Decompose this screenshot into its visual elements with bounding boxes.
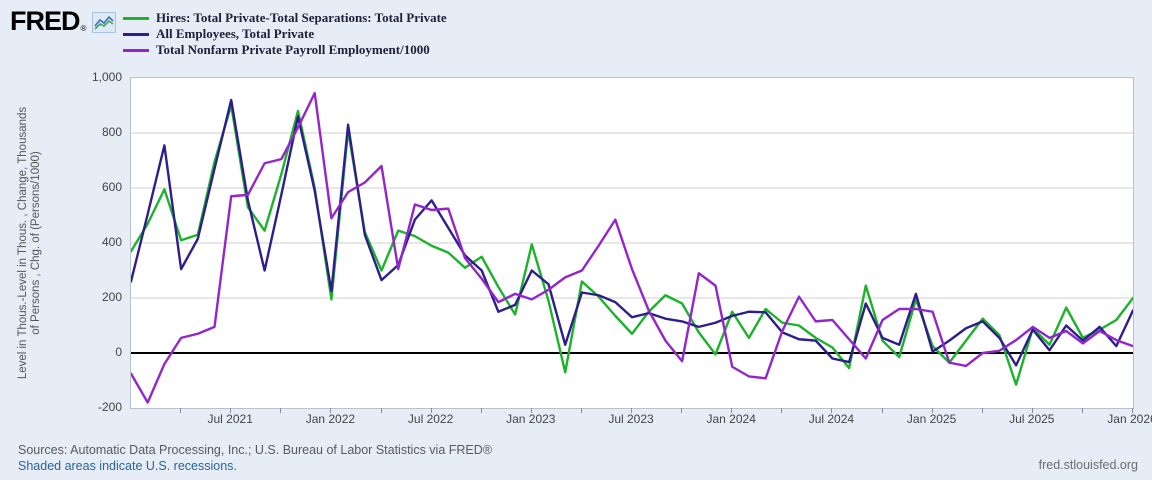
x-tick-label-jan-2026: Jan 2026	[1107, 412, 1152, 426]
x-tick-label-jul-2025: Jul 2025	[1009, 412, 1055, 426]
x-tick-mark	[1132, 408, 1133, 413]
series-line-all-employees	[131, 98, 1133, 367]
x-tick-label-jan-2024: Jan 2024	[706, 412, 756, 426]
x-tick-mark	[580, 408, 582, 413]
sources-note: Sources: Automatic Data Processing, Inc.…	[18, 443, 492, 457]
x-tick-mark	[480, 408, 482, 413]
legend-swatch-green	[123, 16, 149, 20]
y-axis-label-line2: of Persons , Chg. of (Persons/1000)	[30, 151, 42, 335]
chart-svg[interactable]	[131, 78, 1133, 408]
recession-shading-link[interactable]: Shaded areas indicate U.S. recessions.	[18, 459, 237, 473]
x-tick-mark	[931, 408, 933, 413]
x-tick-mark	[731, 408, 733, 413]
legend-label: Hires: Total Private-Total Separations: …	[156, 10, 447, 25]
y-tick-label-0: 0	[115, 345, 122, 359]
x-tick-label-jan-2022: Jan 2022	[305, 412, 356, 426]
x-tick-mark	[1031, 408, 1033, 413]
x-tick-mark	[631, 408, 632, 413]
x-tick-label-jul-2023: Jul 2023	[608, 412, 654, 426]
y-tick-label-1,000: 1,000	[91, 70, 122, 84]
x-tick-label-jan-2025: Jan 2025	[906, 412, 957, 426]
x-tick-label-jan-2023: Jan 2023	[506, 412, 556, 426]
y-tick-label-800: 800	[101, 125, 122, 139]
x-tick-mark	[681, 408, 683, 413]
legend-label: All Employees, Total Private	[156, 26, 315, 41]
x-tick-mark	[1081, 408, 1083, 413]
x-tick-mark	[831, 408, 833, 413]
legend-swatch-purple	[123, 48, 149, 52]
fred-logo[interactable]: FRED ®	[10, 6, 117, 38]
legend-label: Total Nonfarm Private Payroll Employment…	[156, 42, 430, 57]
y-tick-label--200: -200	[97, 400, 122, 414]
legend-item-adp-payroll: Total Nonfarm Private Payroll Employment…	[123, 42, 447, 58]
x-tick-mark	[430, 408, 432, 413]
x-tick-mark	[981, 408, 983, 413]
x-tick-mark	[380, 408, 382, 413]
y-axis-label: Level in Thous.-Level in Thous. , Change…	[17, 107, 43, 379]
x-tick-mark	[781, 408, 783, 413]
y-tick-label-400: 400	[101, 235, 122, 249]
y-axis-label-line1: Level in Thous.-Level in Thous. , Change…	[17, 106, 29, 380]
series-line-hires-minus-separations	[131, 104, 1133, 386]
fred-logo-text: FRED	[10, 6, 80, 36]
chart-legend: Hires: Total Private-Total Separations: …	[123, 10, 447, 58]
x-tick-mark	[230, 408, 232, 413]
series-line-adp-payroll	[131, 91, 1133, 404]
x-tick-mark	[530, 408, 532, 413]
legend-swatch-navy	[123, 32, 149, 36]
x-tick-mark	[881, 408, 883, 413]
y-tick-label-600: 600	[101, 180, 122, 194]
x-tick-label-jul-2021: Jul 2021	[207, 412, 253, 426]
registered-mark-icon: ®	[80, 24, 87, 33]
x-tick-mark	[180, 408, 182, 413]
fred-logo-chart-icon	[92, 12, 117, 38]
y-tick-label-200: 200	[101, 290, 122, 304]
legend-item-all-employees: All Employees, Total Private	[123, 26, 447, 42]
x-tick-mark	[280, 408, 282, 413]
chart-plot-area[interactable]	[130, 77, 1134, 409]
x-tick-mark	[330, 408, 332, 413]
x-tick-label-jul-2024: Jul 2024	[808, 412, 855, 426]
legend-item-hires-minus-separations: Hires: Total Private-Total Separations: …	[123, 10, 447, 26]
x-tick-label-jul-2022: Jul 2022	[407, 412, 454, 426]
fred-site-link[interactable]: fred.stlouisfed.org	[1038, 458, 1138, 472]
